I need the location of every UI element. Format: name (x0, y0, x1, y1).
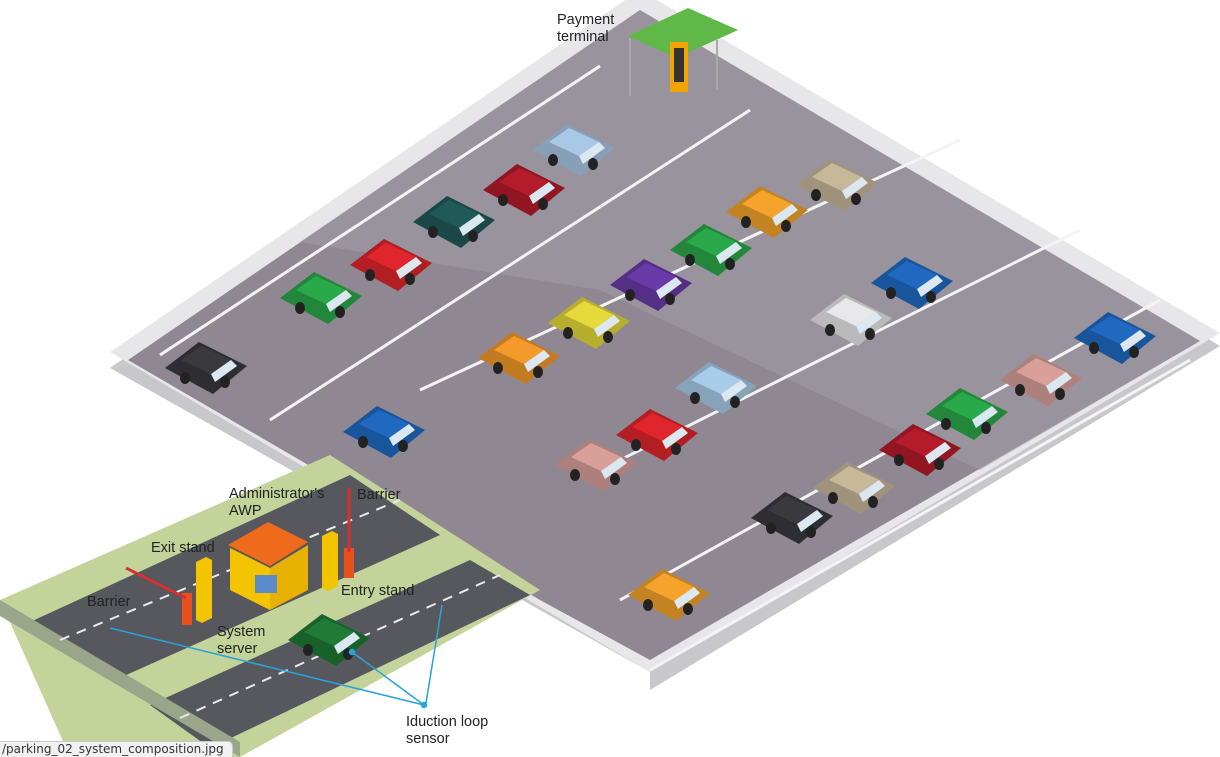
car (343, 406, 425, 458)
lot-surface-light (300, 10, 1200, 470)
label-exit-stand: Exit stand (151, 540, 215, 556)
entry-stand (322, 531, 338, 591)
car (478, 332, 560, 384)
car (1000, 354, 1082, 406)
payment-terminal (628, 8, 738, 96)
car (350, 239, 432, 291)
car (879, 424, 961, 476)
car (280, 272, 362, 324)
label-barrier-exit: Barrier (87, 594, 131, 610)
car (726, 186, 808, 238)
car (751, 492, 833, 544)
label-barrier-entry: Barrier (357, 487, 401, 503)
car (483, 164, 565, 216)
car (616, 409, 698, 461)
car (610, 259, 692, 311)
file-name-tab: /parking_02_system_composition.jpg (0, 741, 233, 757)
label-entry-stand: Entry stand (341, 583, 415, 599)
admin-booth (228, 522, 308, 610)
exit-barrier (125, 566, 192, 625)
car (1074, 312, 1156, 364)
induction-loop-pointers (109, 604, 443, 709)
car (796, 159, 878, 211)
entry-barrier (344, 488, 354, 578)
car (926, 388, 1008, 440)
car (810, 294, 892, 346)
car (413, 196, 495, 248)
car (533, 124, 615, 176)
parked-cars (165, 124, 1156, 666)
car (628, 569, 710, 621)
car (548, 297, 630, 349)
car (871, 257, 953, 309)
car (670, 224, 752, 276)
car (165, 342, 247, 394)
car (813, 462, 895, 514)
label-system-server: System server (217, 624, 266, 657)
label-payment-terminal: Payment terminal (557, 12, 615, 45)
exit-stand (196, 557, 212, 623)
car (675, 362, 757, 414)
label-induction-loop-sensor: Iduction loop sensor (406, 714, 489, 747)
car (555, 439, 637, 491)
label-administrators-awp: Administrator's AWP (229, 486, 325, 519)
